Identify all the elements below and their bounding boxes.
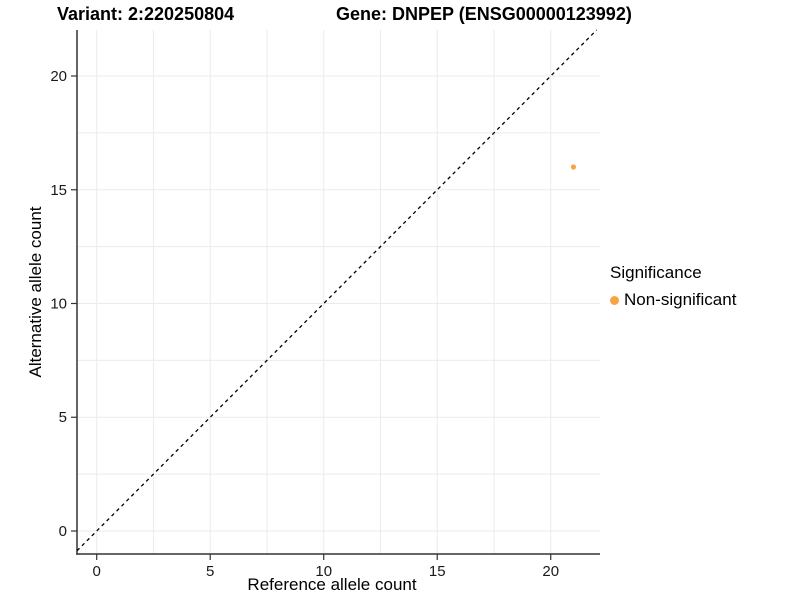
legend: Significance Non-significant bbox=[610, 263, 736, 310]
tick-marks bbox=[71, 75, 552, 560]
svg-text:5: 5 bbox=[59, 409, 67, 426]
svg-text:20: 20 bbox=[542, 563, 559, 580]
y-tick-labels: 0 5 10 15 20 bbox=[50, 68, 67, 540]
legend-entry-label: Non-significant bbox=[624, 290, 737, 309]
data-point bbox=[570, 164, 577, 170]
x-tick-labels: 0 5 10 15 20 bbox=[93, 563, 560, 580]
y-axis-title: Alternative allele count bbox=[26, 206, 45, 378]
svg-text:5: 5 bbox=[206, 563, 214, 580]
svg-text:15: 15 bbox=[429, 563, 446, 580]
variant-title: Variant: 2:220250804 bbox=[57, 4, 235, 24]
svg-text:10: 10 bbox=[50, 296, 67, 313]
legend-title: Significance bbox=[610, 263, 702, 282]
svg-text:0: 0 bbox=[59, 523, 67, 540]
x-axis-title: Reference allele count bbox=[247, 575, 417, 594]
gene-title: Gene: DNPEP (ENSG00000123992) bbox=[336, 4, 632, 24]
identity-line bbox=[76, 29, 598, 552]
axes bbox=[76, 30, 600, 555]
svg-text:20: 20 bbox=[50, 68, 67, 85]
legend-entry: Non-significant bbox=[610, 290, 736, 310]
svg-text:0: 0 bbox=[93, 563, 101, 580]
point-marker-icon bbox=[610, 295, 619, 305]
svg-text:15: 15 bbox=[50, 182, 67, 199]
gridlines bbox=[77, 30, 600, 554]
svg-text:10: 10 bbox=[315, 563, 332, 580]
